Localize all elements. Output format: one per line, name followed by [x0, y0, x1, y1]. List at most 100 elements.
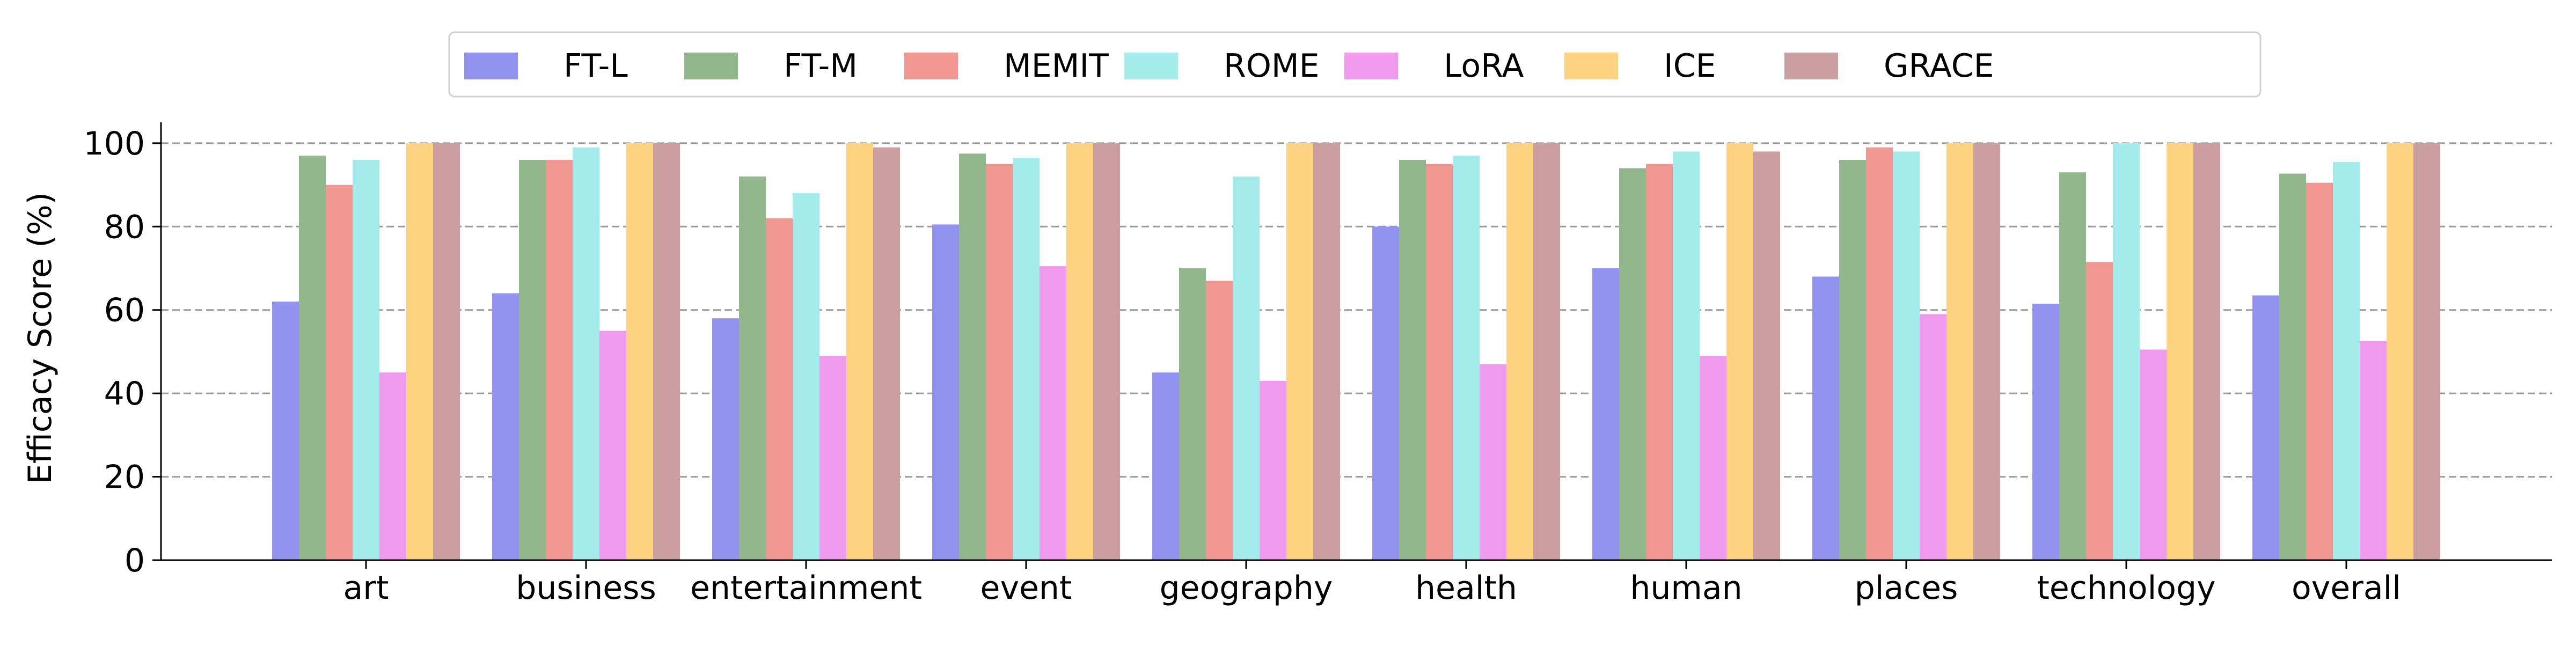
bar [1426, 164, 1453, 560]
legend-label: LoRA [1444, 47, 1524, 85]
bar [1313, 143, 1340, 560]
bar [1946, 143, 1973, 560]
y-axis-label: Efficacy Score (%) [21, 192, 59, 484]
x-tick-label: geography [1160, 569, 1333, 607]
bar [1533, 143, 1560, 560]
x-tick-label: overall [2292, 569, 2401, 607]
bar [2113, 143, 2140, 560]
y-tick-labels: 0 20 40 60 80 100 [83, 125, 161, 579]
y-tick-label: 20 [104, 459, 145, 496]
bar [326, 185, 353, 561]
bar [1093, 143, 1120, 560]
bar [2387, 143, 2413, 560]
legend-swatch [684, 53, 738, 79]
bar [2360, 341, 2387, 560]
legend-swatch [1124, 53, 1178, 79]
bar [739, 177, 766, 560]
bar [1372, 226, 1399, 560]
bar [712, 318, 739, 560]
bar [492, 293, 519, 560]
bar [1233, 177, 1260, 560]
bar [546, 159, 573, 560]
bar [2032, 304, 2059, 560]
y-tick-label: 0 [125, 542, 145, 579]
x-tick-label: business [516, 569, 656, 607]
x-tick-label: art [343, 569, 389, 607]
bar [766, 218, 793, 560]
x-tick-label: event [980, 569, 1072, 607]
x-tick-labels: art business entertainment event geography he… [343, 560, 2401, 607]
y-tick-label: 40 [104, 375, 145, 413]
bar [1013, 158, 1040, 560]
bar [299, 156, 326, 561]
bar [1839, 159, 1866, 560]
legend-label: ROME [1224, 47, 1320, 85]
bar [2059, 172, 2086, 560]
axes [160, 122, 2552, 561]
bar [1646, 164, 1673, 560]
legend-label: MEMIT [1004, 47, 1109, 85]
bar [406, 143, 433, 560]
bar [1812, 276, 1839, 560]
y-tick-label: 80 [104, 208, 145, 246]
legend-swatch [1344, 53, 1398, 79]
bar [1726, 143, 1753, 560]
bar [573, 147, 599, 561]
bar [1066, 143, 1093, 560]
bar [1673, 151, 1700, 560]
bar [1866, 147, 1893, 561]
legend-label: GRACE [1884, 47, 1994, 85]
bar [1206, 281, 1233, 560]
legend-label: ICE [1664, 47, 1716, 85]
bar [959, 153, 986, 560]
bar [519, 159, 546, 560]
legend-swatch [464, 53, 518, 79]
bar [599, 331, 626, 560]
bar [2306, 182, 2333, 561]
bar [819, 356, 846, 560]
bar [2252, 295, 2279, 560]
bar [1753, 151, 1780, 560]
x-tick-label: entertainment [690, 569, 922, 607]
bar [873, 147, 900, 561]
bar [1453, 156, 1480, 561]
bar [1592, 268, 1619, 560]
bar [986, 164, 1013, 560]
bar [433, 143, 460, 560]
bar [1480, 364, 1506, 560]
bar [626, 143, 653, 560]
bar [353, 159, 379, 560]
bars [272, 143, 2440, 561]
bar [2413, 143, 2440, 560]
bar [1619, 168, 1646, 560]
bar [793, 193, 819, 561]
legend-swatch [904, 53, 958, 79]
bar [932, 224, 959, 560]
bar [1040, 266, 1066, 561]
legend: FT-L FT-M MEMIT ROME LoRA ICE GRACE [448, 31, 2262, 98]
legend-label: FT-M [784, 47, 858, 85]
bar [2193, 143, 2220, 560]
bar [846, 143, 873, 560]
bar [1286, 143, 1313, 560]
bar [1700, 356, 1726, 560]
bar [2140, 349, 2167, 560]
bar [2086, 262, 2113, 560]
bar [1893, 151, 1920, 560]
bar [1920, 314, 1946, 560]
bar [1152, 372, 1179, 560]
bar [653, 143, 680, 560]
y-tick-label: 60 [104, 292, 145, 329]
bar [2167, 143, 2193, 560]
bar [2279, 173, 2306, 560]
bar [1260, 380, 1286, 560]
legend-swatch [1564, 53, 1618, 79]
x-tick-label: places [1855, 569, 1958, 607]
x-tick-label: human [1630, 569, 1742, 607]
x-tick-label: health [1415, 569, 1517, 607]
y-tick-label: 100 [83, 125, 145, 163]
bar [2333, 162, 2360, 560]
bar [1506, 143, 1533, 560]
